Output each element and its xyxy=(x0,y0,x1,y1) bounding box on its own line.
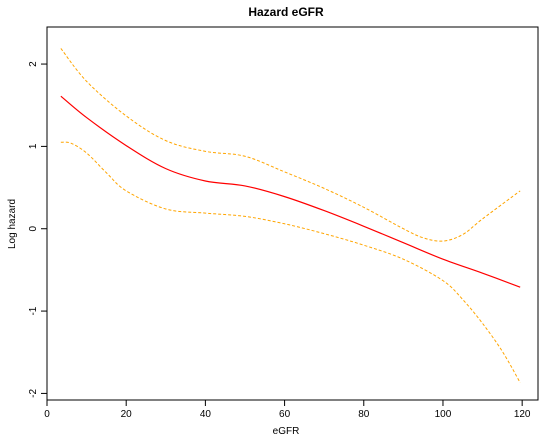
estimate-line xyxy=(60,95,521,288)
x-axis-label: eGFR xyxy=(273,426,300,437)
x-tick-label: 20 xyxy=(121,409,133,420)
y-tick-label: 2 xyxy=(28,61,39,67)
upper-ci-line xyxy=(60,48,521,242)
y-axis-label: Log hazard xyxy=(7,199,18,249)
x-tick-label: 120 xyxy=(514,409,531,420)
chart-title: Hazard eGFR xyxy=(248,5,324,19)
x-axis: 0 20 40 60 80 100 120 xyxy=(44,399,531,420)
x-tick-label: 60 xyxy=(279,409,291,420)
y-tick-label: -2 xyxy=(28,389,39,398)
lower-ci-line xyxy=(60,141,521,383)
plot-frame xyxy=(46,26,539,401)
y-axis: -2 -1 0 1 2 xyxy=(28,61,48,398)
x-tick-label: 40 xyxy=(200,409,212,420)
x-tick-label: 80 xyxy=(358,409,370,420)
y-tick-label: 0 xyxy=(28,226,39,232)
plot-area xyxy=(46,26,539,401)
x-tick-label: 0 xyxy=(44,409,50,420)
y-tick-label: 1 xyxy=(28,143,39,149)
x-tick-label: 100 xyxy=(435,409,452,420)
y-tick-label: -1 xyxy=(28,306,39,315)
